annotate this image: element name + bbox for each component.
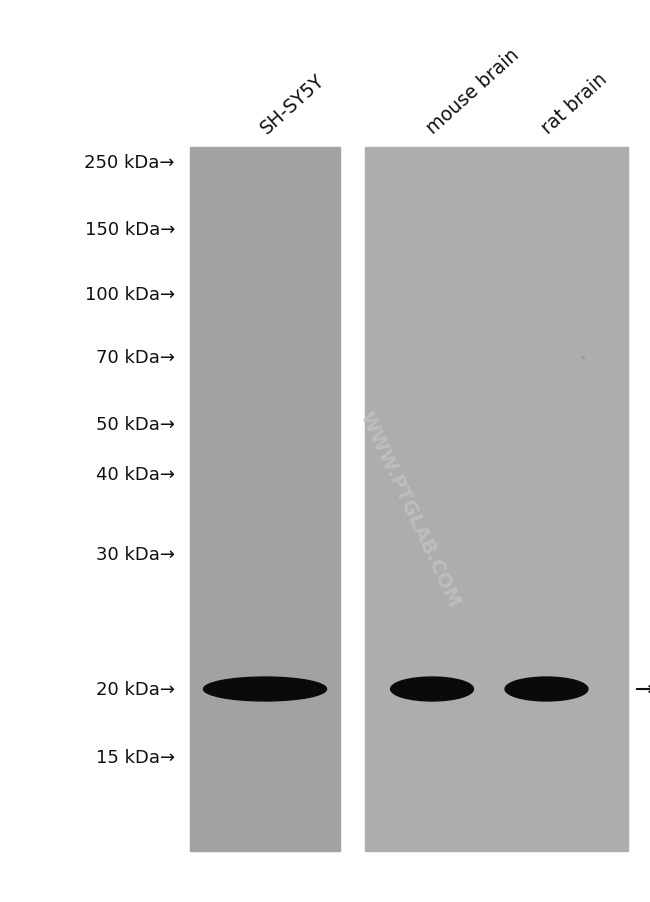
Text: 50 kDa→: 50 kDa→ [96,416,175,434]
Text: 30 kDa→: 30 kDa→ [96,546,175,564]
Text: 20 kDa→: 20 kDa→ [96,680,175,698]
Text: rat brain: rat brain [538,69,610,138]
Text: SH-SY5Y: SH-SY5Y [256,71,328,138]
Text: 40 kDa→: 40 kDa→ [96,465,175,483]
Text: 150 kDa→: 150 kDa→ [84,221,175,239]
Text: WWW.PTGLAB.COM: WWW.PTGLAB.COM [356,409,464,611]
Text: 100 kDa→: 100 kDa→ [85,286,175,304]
Ellipse shape [203,677,326,701]
Text: 15 kDa→: 15 kDa→ [96,748,175,766]
Ellipse shape [391,677,473,701]
Text: mouse brain: mouse brain [423,45,523,138]
Text: 250 kDa→: 250 kDa→ [84,154,175,171]
Bar [190,148,340,851]
Text: 70 kDa→: 70 kDa→ [96,348,175,366]
Ellipse shape [505,677,588,701]
Bar [365,148,628,851]
